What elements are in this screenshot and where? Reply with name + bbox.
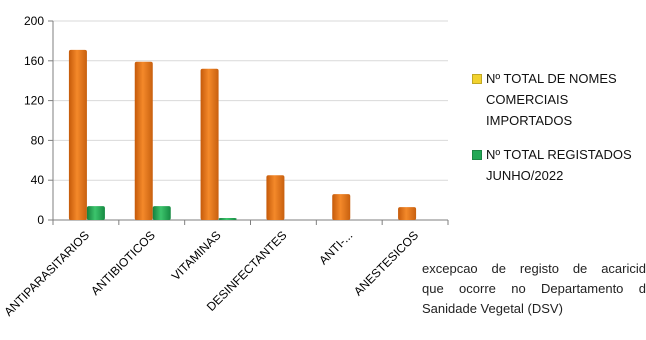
legend-item-registered: Nº TOTAL REGISTADOS JUNHO/2022 bbox=[472, 144, 646, 186]
document-line-1: excepcao de registo de acaricid bbox=[422, 261, 646, 276]
y-tick-label: 40 bbox=[31, 173, 45, 187]
legend-swatch-yellow bbox=[472, 74, 482, 84]
legend-label-registered-1: Nº TOTAL REGISTADOS bbox=[486, 147, 632, 162]
bar-imported bbox=[134, 61, 153, 220]
y-tick-label: 120 bbox=[24, 94, 44, 108]
bar-registered bbox=[218, 218, 237, 220]
x-tick-label: ANTIBIOTICOS bbox=[88, 228, 158, 298]
x-tick-label: ANTIPARASITARIOS bbox=[1, 228, 92, 319]
x-tick-label: VITAMINAS bbox=[169, 228, 224, 283]
legend-item-imported: Nº TOTAL DE NOMES COMERCIAIS IMPORTADOS bbox=[472, 68, 646, 131]
document-paragraph: excepcao de registo de acaricid que ocor… bbox=[422, 259, 646, 319]
bar-imported bbox=[332, 194, 351, 220]
legend-label-imported-2: COMERCIAIS IMPORTADOS bbox=[486, 92, 573, 128]
y-tick-label: 80 bbox=[31, 133, 45, 147]
axes bbox=[52, 21, 449, 225]
y-tick-label: 160 bbox=[24, 54, 44, 68]
x-tick-label: ANESTESICOS bbox=[351, 228, 421, 298]
legend-label-imported-1: Nº TOTAL DE NOMES bbox=[486, 71, 617, 86]
document-line-3: Sanidade Vegetal (DSV) bbox=[422, 301, 563, 316]
y-tick-label: 0 bbox=[37, 213, 44, 227]
bar-registered bbox=[86, 206, 105, 220]
legend-swatch-green bbox=[472, 150, 482, 160]
bar-imported bbox=[200, 68, 219, 220]
x-tick-label: ANTI-... bbox=[316, 228, 355, 267]
document-line-2: que ocorre no Departamento d bbox=[422, 281, 646, 296]
bar-imported bbox=[398, 207, 417, 220]
legend-label-registered-2: JUNHO/2022 bbox=[486, 168, 564, 183]
bars bbox=[68, 49, 417, 221]
bar-imported bbox=[68, 49, 87, 221]
bar-registered bbox=[152, 206, 171, 220]
gridlines bbox=[48, 20, 448, 221]
y-tick-label: 200 bbox=[24, 14, 44, 28]
bar-imported bbox=[266, 175, 285, 220]
